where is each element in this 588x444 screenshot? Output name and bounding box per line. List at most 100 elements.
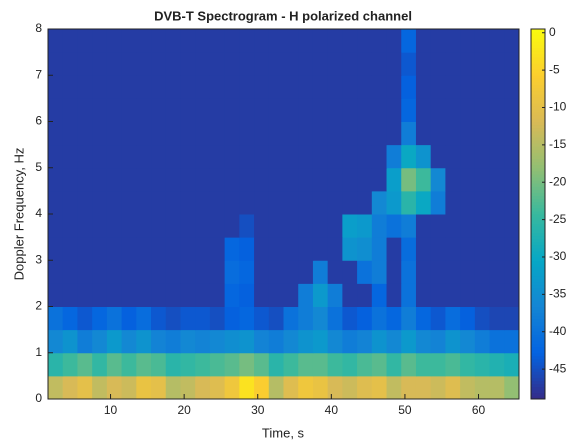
spectrogram-cell — [357, 167, 373, 192]
colorbar-tick-label: -5 — [549, 62, 560, 76]
spectrogram-cell — [151, 52, 167, 76]
spectrogram-cell — [386, 306, 402, 331]
colorbar-step — [531, 318, 545, 323]
colorbar-step — [531, 362, 545, 366]
spectrogram-cell — [195, 190, 211, 215]
colorbar-step — [531, 377, 545, 381]
spectrogram-cell — [312, 121, 329, 146]
spectrogram-cell — [342, 121, 358, 146]
spectrogram-cell — [415, 352, 432, 377]
spectrogram-cell — [357, 283, 373, 307]
spectrogram-cell — [77, 52, 93, 76]
spectrogram-cell — [48, 260, 64, 284]
colorbar-step — [531, 112, 545, 116]
spectrogram-cell — [195, 144, 211, 169]
spectrogram-cell — [327, 75, 343, 99]
spectrogram-cell — [283, 98, 299, 122]
spectrogram-cell — [401, 329, 417, 354]
spectrogram-cell — [415, 237, 432, 261]
spectrogram-cell — [357, 29, 373, 53]
spectrogram-cell — [430, 167, 446, 192]
spectrogram-cell — [415, 214, 432, 238]
spectrogram-cell — [312, 237, 329, 261]
spectrogram-cell — [415, 283, 432, 307]
spectrogram-cell — [489, 98, 505, 122]
spectrogram-cell — [401, 283, 417, 307]
spectrogram-cell — [474, 190, 491, 215]
spectrogram-cell — [106, 121, 123, 146]
spectrogram-cell — [445, 237, 461, 261]
spectrogram-cell — [239, 375, 255, 400]
spectrogram-cell — [268, 375, 284, 400]
spectrogram-cell — [298, 190, 314, 215]
spectrogram-cell — [77, 98, 93, 122]
spectrogram-cell — [239, 352, 255, 377]
colorbar-step — [531, 275, 545, 280]
colorbar-step — [531, 118, 545, 122]
spectrogram-cell — [180, 283, 196, 307]
colorbar-step — [531, 124, 545, 129]
spectrogram-cell — [77, 144, 93, 169]
spectrogram-cell — [180, 329, 196, 354]
spectrogram-cell — [298, 306, 314, 331]
spectrogram-cell — [357, 121, 373, 146]
spectrogram-cell — [77, 260, 93, 284]
spectrogram-cell — [371, 283, 388, 307]
spectrogram-cell — [165, 260, 181, 284]
spectrogram-cell — [268, 237, 284, 261]
spectrogram-cell — [415, 167, 432, 192]
spectrogram-cell — [474, 306, 491, 331]
spectrogram-cell — [460, 237, 476, 261]
spectrogram-cell — [474, 52, 491, 76]
spectrogram-cell — [489, 260, 505, 284]
spectrogram-cell — [239, 237, 255, 261]
spectrogram-cell — [445, 190, 461, 215]
spectrogram-cell — [254, 306, 270, 331]
spectrogram-cell — [136, 283, 152, 307]
spectrogram-cell — [283, 329, 299, 354]
spectrogram-cell — [489, 144, 505, 169]
spectrogram-cell — [136, 352, 152, 377]
spectrogram-cell — [106, 52, 123, 76]
spectrogram-cell — [151, 75, 167, 99]
spectrogram-cell — [504, 98, 520, 122]
colorbar-step — [531, 254, 545, 258]
spectrogram-cell — [209, 214, 226, 238]
spectrogram-cell — [62, 121, 78, 146]
spectrogram-cell — [415, 260, 432, 284]
colorbar-step — [531, 321, 545, 326]
spectrogram-cell — [489, 52, 505, 76]
spectrogram-cell — [489, 190, 505, 215]
spectrogram-cell — [460, 75, 476, 99]
colorbar-step — [531, 35, 545, 39]
spectrogram-cell — [283, 29, 299, 53]
spectrogram-cell — [430, 352, 446, 377]
spectrogram-cell — [151, 283, 167, 307]
spectrogram-cell — [195, 52, 211, 76]
spectrogram-cell — [327, 144, 343, 169]
spectrogram-cell — [254, 144, 270, 169]
spectrogram-cell — [195, 29, 211, 53]
colorbar-step — [531, 56, 545, 61]
spectrogram-cell — [283, 352, 299, 377]
spectrogram-cell — [239, 98, 255, 122]
colorbar-step — [531, 84, 545, 89]
colorbar-step — [531, 41, 545, 45]
spectrogram-cell — [92, 52, 108, 76]
spectrogram-cell — [371, 329, 388, 354]
spectrogram-cell — [48, 306, 64, 331]
spectrogram-cell — [415, 329, 432, 354]
spectrogram-cell — [239, 121, 255, 146]
spectrogram-cell — [180, 375, 196, 400]
spectrogram-cell — [401, 98, 417, 122]
spectrogram-cell — [283, 283, 299, 307]
spectrogram-cell — [106, 144, 123, 169]
spectrogram-cell — [474, 260, 491, 284]
spectrogram-cell — [151, 144, 167, 169]
spectrogram-cell — [357, 75, 373, 99]
spectrogram-cell — [151, 29, 167, 53]
spectrogram-cell — [106, 75, 123, 99]
colorbar-step — [531, 380, 545, 385]
spectrogram-cell — [327, 98, 343, 122]
spectrogram-cell — [298, 167, 314, 192]
